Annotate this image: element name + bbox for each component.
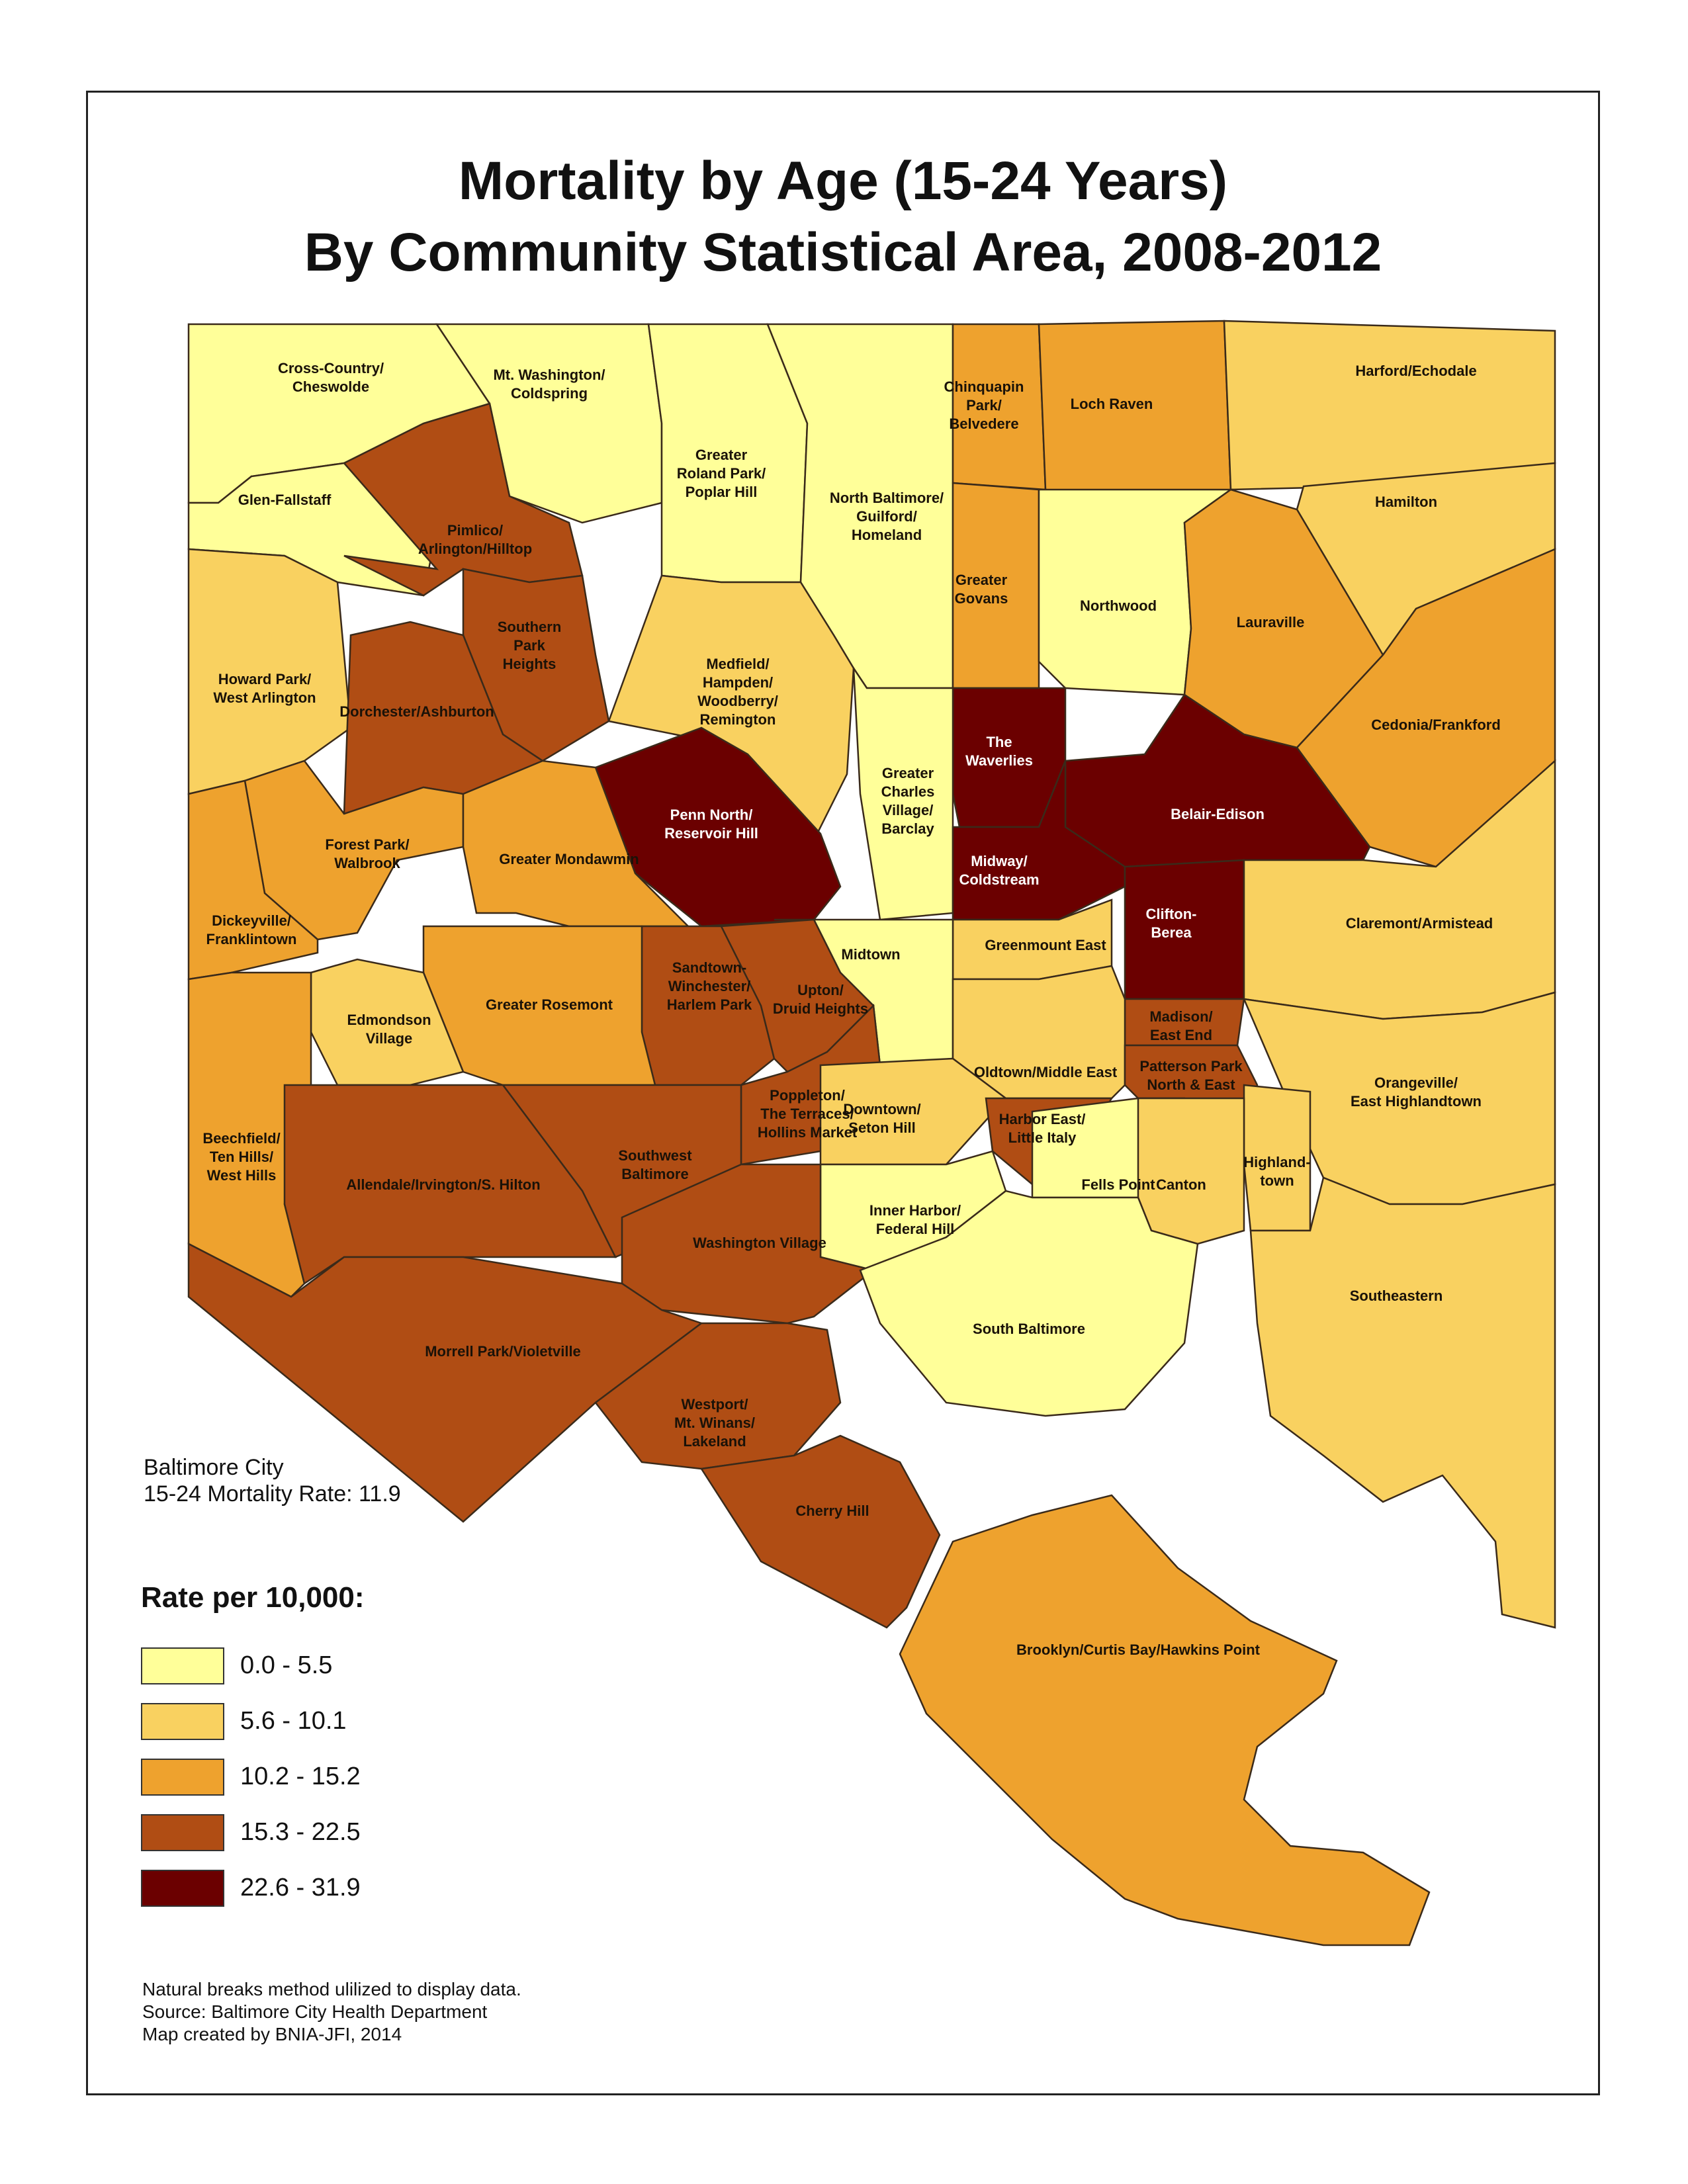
area-label-highland-town: Highland-town [1243,1154,1310,1189]
area-label-washington-village: Washington Village [693,1235,826,1251]
city-name: Baltimore City [144,1455,284,1480]
legend-label: 22.6 - 31.9 [240,1874,361,1901]
area-label-westport-mt-winans-lakeland: Westport/Mt. Winans/Lakeland [674,1396,755,1450]
area-label-oldtown-middle-east: Oldtown/Middle East [974,1064,1118,1080]
legend-label: 0.0 - 5.5 [240,1651,333,1679]
area-label-fells-point: Fells Point [1081,1176,1155,1193]
area-label-mt-washington-coldspring: Mt. Washington/Coldspring [493,367,605,402]
area-label-patterson-park-north-east: Patterson Park North & East [1139,1058,1243,1093]
area-label-edmondson-village: Edmondson Village [347,1012,431,1047]
area-westport-mt-winans-lakeland [594,1322,842,1470]
area-label-canton: Canton [1156,1176,1206,1193]
area-label-harbor-east-little-italy: Harbor East/Little Italy [999,1111,1086,1146]
area-label-cherry-hill: Cherry Hill [795,1503,869,1519]
area-label-southwest-baltimore: Southwest Baltimore [618,1147,692,1182]
legend-swatch [141,1759,224,1796]
area-label-downtown-seton-hill: Downtown/Seton Hill [843,1101,920,1136]
area-south-baltimore [859,1190,1199,1417]
area-label-glen-fallstaff: Glen-Fallstaff [238,492,332,508]
area-label-greater-charles-village-barclay: Greater Charles Village/Barclay [881,765,935,837]
area-label-claremont-armistead: Claremont/Armistead [1346,915,1493,932]
area-cedonia-frankford [1296,548,1556,868]
area-label-harford-echodale: Harford/Echodale [1355,363,1476,379]
area-label-greater-govans: Greater Govans [955,572,1008,607]
legend-label: 15.3 - 22.5 [240,1818,361,1846]
area-poppleton-the-terraces-hollins-market [740,1004,881,1166]
area-label-loch-raven: Loch Raven [1071,396,1153,412]
area-label-beechfield-ten-hills-west-hills: Beechfield/Ten Hills/West Hills [202,1130,280,1184]
legend-label: 10.2 - 15.2 [240,1763,361,1790]
area-southeastern [1249,1176,1556,1629]
map-title: Mortality by Age (15-24 Years) By Commun… [86,146,1600,288]
area-label-greater-rosemont: Greater Rosemont [486,996,613,1013]
legend-swatch [141,1814,224,1851]
area-label-penn-north-reservoir-hill: Penn North/Reservoir Hill [664,807,758,842]
area-label-greater-roland-park-poplar-hill: Greater Roland Park/Poplar Hill [677,447,766,500]
area-label-lauraville: Lauraville [1237,614,1305,631]
city-rate: 15-24 Mortality Rate: 11.9 [144,1481,401,1507]
area-label-clifton-berea: Clifton-Berea [1146,906,1197,941]
area-brooklyn-curtis-bay-hawkins-point [899,1494,1431,1946]
map-notes: Natural breaks method ulilized to displa… [142,1978,521,2046]
map-frame [86,91,1600,2095]
area-label-chinquapin-park-belvedere: Chinquapin Park/Belvedere [944,378,1024,432]
area-edmondson-village [310,958,465,1086]
area-label-medfield-hampden-woodberry-remington: Medfield/Hampden/Woodberry/Remington [697,656,778,728]
area-label-the-waverlies: The Waverlies [965,734,1033,769]
title-line-1: Mortality by Age (15-24 Years) [458,151,1228,211]
note-source: Source: Baltimore City Health Department [142,2001,488,2022]
area-label-sandtown-winchester-harlem-park: Sandtown-Winchester/Harlem Park [667,959,752,1013]
area-label-north-baltimore-guilford-homeland: North Baltimore/Guilford/Homeland [830,490,944,543]
area-label-morrell-park-violetville: Morrell Park/Violetville [425,1343,581,1360]
area-label-brooklyn-curtis-bay-hawkins-point: Brooklyn/Curtis Bay/Hawkins Point [1016,1641,1261,1658]
area-label-howard-park-west-arlington: Howard Park/West Arlington [213,671,316,706]
area-label-belair-edison: Belair-Edison [1171,806,1265,822]
area-label-orangeville-east-highlandtown: Orangeville/East Highlandtown [1351,1074,1482,1110]
note-credit: Map created by BNIA-JFI, 2014 [142,2024,402,2044]
area-canton [1137,1097,1245,1245]
area-label-madison-east-end: Madison/East End [1149,1008,1212,1043]
legend-swatch [141,1647,224,1684]
area-label-dorchester-ashburton: Dorchester/Ashburton [339,703,494,720]
map-regions [187,320,1556,1946]
legend-label: 5.6 - 10.1 [240,1707,347,1735]
map-labels: Cross-Country/Cheswolde Mt. Washington/Co… [202,360,1500,1658]
area-harford-echodale [1223,320,1556,491]
area-label-poppleton-the-terraces-hollins-market: Poppleton/The Terraces/Hollins Market [758,1087,858,1141]
area-label-upton-druid-heights: Upton/Druid Heights [773,982,868,1017]
area-downtown-seton-hill [819,1057,1007,1166]
area-label-allendale-irvington-s-hilton: Allendale/Irvington/S. Hilton [346,1176,540,1193]
area-label-inner-harbor-federal-hill: Inner Harbor/Federal Hill [869,1202,961,1237]
area-cherry-hill [699,1434,941,1629]
area-label-midtown: Midtown [841,946,900,963]
area-penn-north-reservoir-hill [594,726,842,928]
area-label-hamilton: Hamilton [1375,494,1437,510]
legend-title: Rate per 10,000: [141,1581,365,1614]
area-label-cedonia-frankford: Cedonia/Frankford [1371,717,1501,733]
area-label-greater-mondawmin: Greater Mondawmin [499,851,639,867]
area-morrell-park-violetville [187,1242,703,1523]
area-label-northwood: Northwood [1080,597,1157,614]
area-label-pimlico-arlington-hilltop: Pimlico/Arlington/Hilltop [418,522,532,557]
area-label-dickeyville-franklintown: Dickeyville/Franklintown [206,912,297,947]
city-summary: Baltimore City 15-24 Mortality Rate: 11.… [144,1454,401,1507]
legend-swatch [141,1703,224,1740]
area-label-southeastern: Southeastern [1350,1288,1443,1304]
area-label-southern-park-heights: Southern Park Heights [498,619,562,672]
area-label-forest-park-walbrook: Forest Park/Walbrook [325,836,409,871]
title-line-2: By Community Statistical Area, 2008-2012 [304,222,1382,283]
legend-swatch [141,1870,224,1907]
note-method: Natural breaks method ulilized to displa… [142,1979,521,1999]
area-label-midway-coldstream: Midway/Coldstream [959,853,1039,888]
area-label-greenmount-east: Greenmount East [985,937,1106,953]
area-label-cross-country-cheswolde: Cross-Country/Cheswolde [278,360,384,395]
area-label-south-baltimore: South Baltimore [973,1321,1085,1337]
